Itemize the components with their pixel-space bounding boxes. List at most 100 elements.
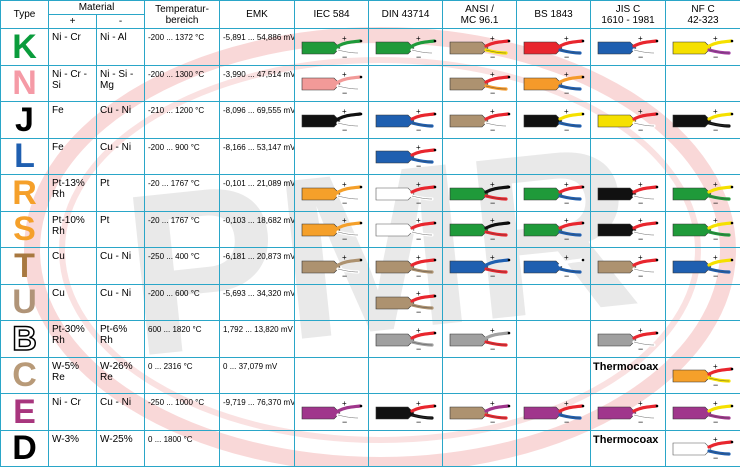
svg-text:−: − xyxy=(416,271,421,279)
empty-cell xyxy=(666,321,740,358)
empty-cell xyxy=(666,65,740,102)
svg-text:+: + xyxy=(416,34,421,43)
empty-cell xyxy=(517,357,591,394)
type-letter-d: D xyxy=(1,430,49,467)
header-type: Type xyxy=(1,1,49,29)
svg-text:−: − xyxy=(342,234,347,242)
svg-text:−: − xyxy=(638,52,643,60)
connector-icon: +− xyxy=(591,321,666,358)
svg-text:−: − xyxy=(564,417,569,425)
connector-icon: +− xyxy=(591,102,666,139)
type-letter-l: L xyxy=(1,138,49,175)
header-material: Material xyxy=(49,1,145,15)
connector-icon: +− xyxy=(295,394,369,431)
svg-text:+: + xyxy=(713,34,718,43)
empty-cell xyxy=(591,65,666,102)
minus-material: Ni - Al xyxy=(97,29,145,66)
svg-text:+: + xyxy=(342,34,347,43)
svg-text:+: + xyxy=(342,216,347,225)
thermocoax-label: Thermocoax xyxy=(591,430,666,467)
svg-text:+: + xyxy=(342,253,347,262)
svg-text:−: − xyxy=(416,52,421,60)
svg-text:+: + xyxy=(490,107,495,116)
svg-text:+: + xyxy=(564,70,569,79)
svg-text:−: − xyxy=(564,234,569,242)
svg-text:+: + xyxy=(638,34,643,43)
svg-text:+: + xyxy=(342,180,347,189)
connector-icon: +− xyxy=(369,138,443,175)
type-letter-n: N xyxy=(1,65,49,102)
connector-icon: +− xyxy=(666,102,740,139)
svg-text:−: − xyxy=(638,125,643,133)
svg-text:−: − xyxy=(490,271,495,279)
header-din43714: DIN 43714 xyxy=(369,1,443,29)
type-letter-r: R xyxy=(1,175,49,212)
type-letter-s: S xyxy=(1,211,49,248)
connector-icon: +− xyxy=(666,211,740,248)
connector-icon: +− xyxy=(369,248,443,285)
connector-icon: +− xyxy=(591,29,666,66)
temperature-range: -20 ... 1767 °C xyxy=(145,175,220,212)
svg-text:+: + xyxy=(342,399,347,408)
header-emk: EMK xyxy=(220,1,295,29)
emk-range: -3,990 ... 47,514 mV xyxy=(220,65,295,102)
svg-text:+: + xyxy=(564,34,569,43)
plus-material: Ni - Cr xyxy=(49,29,97,66)
empty-cell xyxy=(295,284,369,321)
svg-text:+: + xyxy=(564,253,569,262)
connector-icon: +− xyxy=(666,29,740,66)
svg-text:+: + xyxy=(490,399,495,408)
svg-text:+: + xyxy=(638,107,643,116)
empty-cell xyxy=(517,321,591,358)
empty-cell xyxy=(666,138,740,175)
svg-text:−: − xyxy=(713,417,718,425)
svg-text:+: + xyxy=(416,143,421,152)
svg-text:−: − xyxy=(713,52,718,60)
temperature-range: -210 ... 1200 °C xyxy=(145,102,220,139)
svg-text:−: − xyxy=(564,125,569,133)
connector-icon: +− xyxy=(295,248,369,285)
svg-text:+: + xyxy=(638,253,643,262)
svg-text:+: + xyxy=(416,107,421,116)
svg-text:+: + xyxy=(490,326,495,335)
connector-icon: +− xyxy=(369,394,443,431)
connector-icon: +− xyxy=(369,29,443,66)
minus-material: Pt xyxy=(97,175,145,212)
type-letter-j: J xyxy=(1,102,49,139)
temperature-range: -20 ... 1767 °C xyxy=(145,211,220,248)
svg-text:+: + xyxy=(713,399,718,408)
svg-text:−: − xyxy=(638,271,643,279)
temperature-range: 600 ... 1820 °C xyxy=(145,321,220,358)
emk-range: -8,166 ... 53,147 mV xyxy=(220,138,295,175)
connector-icon: +− xyxy=(369,175,443,212)
svg-text:+: + xyxy=(416,399,421,408)
svg-text:−: − xyxy=(713,453,718,461)
svg-text:−: − xyxy=(564,52,569,60)
minus-material: Cu - Ni xyxy=(97,248,145,285)
emk-range: -0,103 ... 18,682 mV xyxy=(220,211,295,248)
plus-material: W-3% xyxy=(49,430,97,467)
emk-range: -8,096 ... 69,555 mV xyxy=(220,102,295,139)
empty-cell xyxy=(295,430,369,467)
type-letter-u: U xyxy=(1,284,49,321)
empty-cell xyxy=(443,284,517,321)
header-iec584: IEC 584 xyxy=(295,1,369,29)
empty-cell xyxy=(369,430,443,467)
connector-icon: +− xyxy=(369,102,443,139)
plus-material: Fe xyxy=(49,138,97,175)
empty-cell xyxy=(295,321,369,358)
svg-text:+: + xyxy=(416,216,421,225)
svg-text:−: − xyxy=(713,271,718,279)
svg-text:−: − xyxy=(564,198,569,206)
connector-icon: +− xyxy=(443,394,517,431)
svg-text:+: + xyxy=(713,180,718,189)
plus-material: Ni - Cr xyxy=(49,394,97,431)
connector-icon: +− xyxy=(517,65,591,102)
svg-text:−: − xyxy=(490,417,495,425)
connector-icon: +− xyxy=(443,248,517,285)
connector-icon: +− xyxy=(591,211,666,248)
svg-text:+: + xyxy=(342,70,347,79)
